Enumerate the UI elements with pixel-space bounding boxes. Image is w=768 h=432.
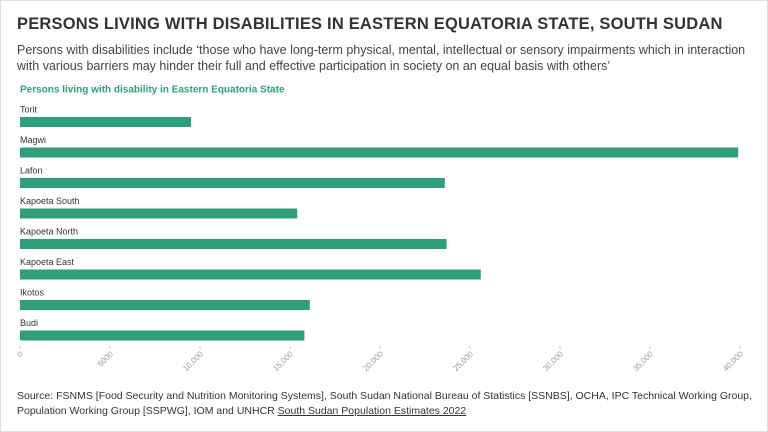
bar <box>20 117 191 127</box>
x-tick-label: 5000 <box>96 349 115 368</box>
bar <box>20 178 445 188</box>
series-label: Persons living with disability in Easter… <box>20 85 285 96</box>
category-label: Kapoeta East <box>20 257 75 267</box>
bar <box>20 208 298 219</box>
bar <box>20 269 481 280</box>
category-label: Ikotos <box>20 287 45 297</box>
bar <box>20 147 739 158</box>
bar <box>20 330 305 341</box>
x-tick-label: 20,000 <box>361 349 385 373</box>
source-link[interactable]: South Sudan Population Estimates 2022 <box>277 405 467 417</box>
chart-subtitle: Persons with disabilities include ‘those… <box>17 43 746 73</box>
x-tick-label: 30,000 <box>541 349 565 373</box>
x-tick-label: 40,000 <box>721 349 745 373</box>
source: Source: FSNMS [Food Security and Nutriti… <box>17 389 757 419</box>
category-label: Kapoeta South <box>20 196 80 206</box>
x-tick-label: 25,000 <box>451 349 475 373</box>
category-label: Torit <box>20 104 38 114</box>
source-text: Source: FSNMS [Food Security and Nutriti… <box>17 390 752 417</box>
x-tick-label: 10,000 <box>181 349 205 373</box>
category-label: Budi <box>20 318 38 328</box>
category-label: Magwi <box>20 135 46 145</box>
bar <box>20 239 447 249</box>
x-tick-label: 0 <box>15 349 25 359</box>
category-label: Lafon <box>20 165 43 175</box>
chart: Persons living with disability in Easter… <box>15 85 745 374</box>
x-tick-label: 35,000 <box>631 349 655 373</box>
x-tick-label: 15,000 <box>271 349 295 373</box>
category-label: Kapoeta North <box>20 226 78 236</box>
chart-title: PERSONS LIVING WITH DISABILITIES IN EAST… <box>17 15 723 33</box>
bar <box>20 300 310 310</box>
